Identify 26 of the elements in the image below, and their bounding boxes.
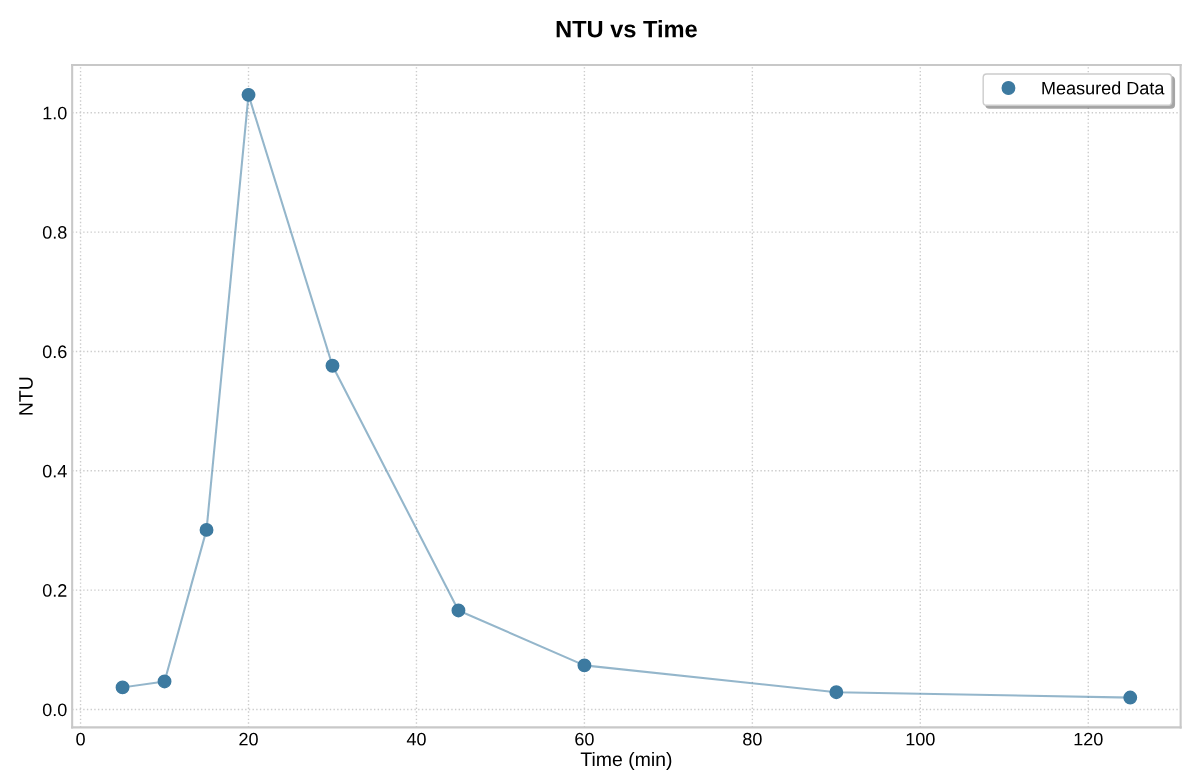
point bbox=[199, 522, 214, 537]
y-tick-label: 0.2 bbox=[42, 584, 67, 597]
x-axis-title: Time (min) bbox=[580, 751, 672, 770]
x-tick-label: 80 bbox=[743, 732, 762, 746]
x-tick-label: 60 bbox=[575, 732, 594, 746]
point bbox=[1123, 690, 1138, 705]
point bbox=[451, 603, 466, 618]
point bbox=[241, 87, 256, 102]
point bbox=[115, 680, 130, 695]
point bbox=[157, 674, 172, 689]
x-tick-label: 0 bbox=[76, 732, 85, 746]
legend-label: Measured Data bbox=[1042, 81, 1165, 95]
x-tick-label: 100 bbox=[906, 732, 935, 746]
y-tick-label: 0.6 bbox=[42, 345, 67, 359]
y-axis-title: NTU bbox=[19, 377, 33, 415]
x-tick-label: 20 bbox=[239, 732, 258, 746]
x-tick-label: 40 bbox=[406, 732, 426, 746]
y-tick-label: 0.4 bbox=[42, 464, 67, 478]
point bbox=[577, 658, 592, 673]
y-tick-label: 0.0 bbox=[42, 703, 67, 717]
y-tick-label: 0.8 bbox=[42, 226, 67, 239]
point bbox=[829, 685, 844, 700]
x-tick-label: 120 bbox=[1074, 732, 1103, 746]
y-tick-label: 1.0 bbox=[43, 106, 67, 120]
chart-title: NTU vs Time bbox=[556, 20, 697, 38]
point bbox=[325, 358, 340, 373]
